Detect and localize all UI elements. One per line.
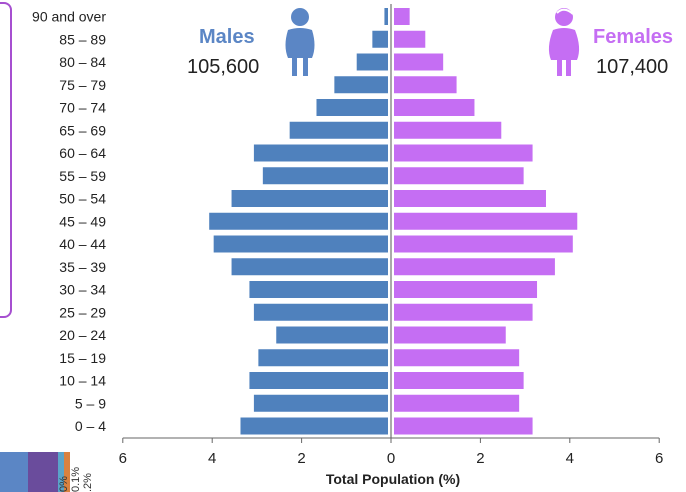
female-bar [394, 167, 524, 185]
female-bar [394, 30, 426, 48]
female-bar [394, 281, 538, 298]
males-label: Males [199, 26, 255, 48]
legend-strip-segment [58, 452, 64, 492]
x-tick-label: 6 [655, 450, 663, 467]
category-labels: 0 – 4 5 – 9 10 – 14 15 – 19 20 – 24 25 – 29 30… [32, 9, 106, 435]
female-bar [394, 258, 555, 276]
male-bar [240, 417, 388, 435]
female-bar [394, 190, 546, 207]
male-bar [213, 235, 388, 253]
x-axis-label: Total Population (%) [325, 471, 461, 487]
x-tick-label: 0 [387, 450, 395, 467]
age-group-label: 85 – 89 [59, 31, 106, 47]
male-bar [253, 394, 388, 412]
age-group-label: 90 and over [32, 9, 106, 25]
male-bar [249, 372, 388, 389]
female-bar [394, 235, 573, 253]
male-bar [258, 349, 388, 367]
x-tick-label: 2 [297, 450, 305, 467]
male-bar [334, 76, 388, 94]
female-bar [394, 121, 502, 139]
panel-border [0, 2, 12, 318]
male-bar [231, 258, 388, 276]
age-group-label: 0 – 4 [75, 418, 106, 434]
female-bar [394, 144, 533, 162]
females-total: 107,400 [596, 56, 669, 78]
age-group-label: 65 – 69 [59, 122, 106, 138]
x-tick-label: 6 [119, 450, 127, 467]
age-group-label: 35 – 39 [59, 259, 106, 275]
age-group-label: 15 – 19 [59, 350, 106, 366]
legend-strip: 0% 0.1% .2% [0, 452, 94, 492]
male-bar [316, 99, 388, 116]
legend-strip-segment [64, 452, 70, 492]
female-bar [394, 349, 520, 367]
female-bar [394, 53, 444, 71]
male-bar [262, 167, 388, 185]
female-bar [394, 212, 578, 230]
male-bar [356, 53, 388, 71]
male-person-icon [285, 8, 315, 76]
age-group-label: 60 – 64 [59, 145, 106, 161]
female-bar [394, 394, 520, 412]
age-group-label: 10 – 14 [59, 373, 106, 389]
female-bar [394, 417, 533, 435]
age-group-label: 40 – 44 [59, 236, 106, 252]
age-group-label: 30 – 34 [59, 282, 106, 298]
x-axis: 6 4 2 0 2 4 6 [119, 4, 663, 467]
male-bar [209, 212, 388, 230]
male-bar [289, 121, 388, 139]
male-bar [253, 144, 388, 162]
legend-strip-text: .2% [82, 473, 94, 492]
age-group-label: 20 – 24 [59, 327, 106, 343]
female-bar [394, 8, 410, 25]
legend-strip-text: 0% [58, 476, 70, 492]
age-group-label: 50 – 54 [59, 191, 106, 207]
female-person-icon [548, 8, 580, 76]
age-group-label: 5 – 9 [75, 395, 106, 411]
female-bar [394, 326, 506, 344]
male-bar [231, 190, 388, 207]
male-bar [384, 8, 388, 25]
age-group-label: 80 – 84 [59, 54, 106, 70]
female-bar [394, 99, 475, 116]
male-bar [253, 303, 388, 321]
female-bar [394, 303, 533, 321]
age-group-label: 25 – 29 [59, 304, 106, 320]
females-label: Females [593, 26, 674, 48]
male-bar [372, 30, 388, 48]
legend-strip-text: 0.1% [70, 466, 82, 492]
x-tick-label: 4 [566, 450, 574, 467]
bars-group [209, 8, 578, 435]
males-total: 105,600 [187, 56, 260, 78]
age-group-label: 55 – 59 [59, 168, 106, 184]
male-bar [276, 326, 388, 344]
age-group-label: 45 – 49 [59, 213, 106, 229]
legend-strip-segment [28, 452, 58, 492]
x-tick-label: 4 [208, 450, 216, 467]
age-group-label: 75 – 79 [59, 77, 106, 93]
female-bar [394, 76, 457, 94]
female-bar [394, 372, 524, 389]
legend-strip-segment [0, 452, 28, 492]
x-tick-label: 2 [476, 450, 484, 467]
male-bar [249, 281, 388, 298]
age-group-label: 70 – 74 [59, 100, 106, 116]
